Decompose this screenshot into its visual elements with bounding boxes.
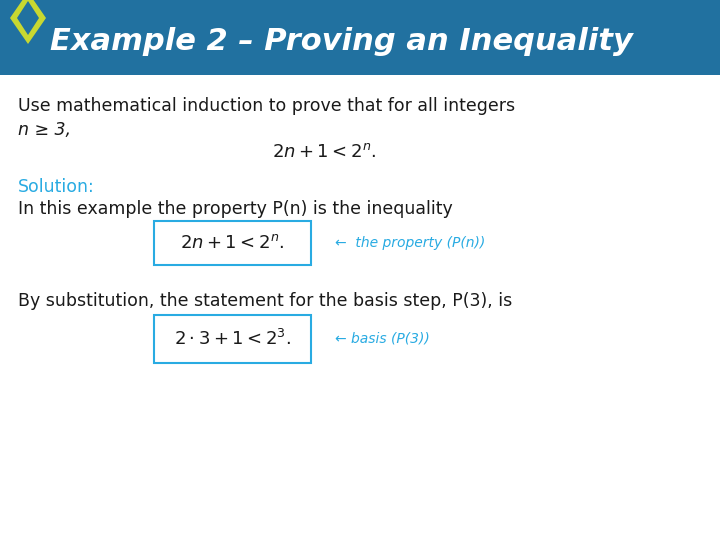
Text: $2n + 1 < 2^n.$: $2n + 1 < 2^n.$ xyxy=(272,143,376,161)
Text: $2n + 1 < 2^n.$: $2n + 1 < 2^n.$ xyxy=(180,234,284,252)
Text: Solution:: Solution: xyxy=(18,178,95,196)
Text: Use mathematical induction to prove that for all integers: Use mathematical induction to prove that… xyxy=(18,97,515,115)
Polygon shape xyxy=(17,1,39,35)
Text: n ≥ 3,: n ≥ 3, xyxy=(18,121,71,139)
Text: Example 2 – Proving an Inequality: Example 2 – Proving an Inequality xyxy=(50,27,633,56)
Bar xyxy=(0,75,720,540)
Text: By substitution, the statement for the basis step, P(3), is: By substitution, the statement for the b… xyxy=(18,292,512,310)
Text: In this example the property P(n) is the inequality: In this example the property P(n) is the… xyxy=(18,200,453,218)
Bar xyxy=(0,0,720,75)
FancyBboxPatch shape xyxy=(154,315,311,363)
Text: ← basis (P(3)): ← basis (P(3)) xyxy=(335,332,430,346)
Text: ←  the property (P(n)): ← the property (P(n)) xyxy=(335,236,485,250)
Text: $2 \cdot 3 + 1 < 2^3.$: $2 \cdot 3 + 1 < 2^3.$ xyxy=(174,329,291,349)
FancyBboxPatch shape xyxy=(154,221,311,265)
Polygon shape xyxy=(10,0,46,44)
